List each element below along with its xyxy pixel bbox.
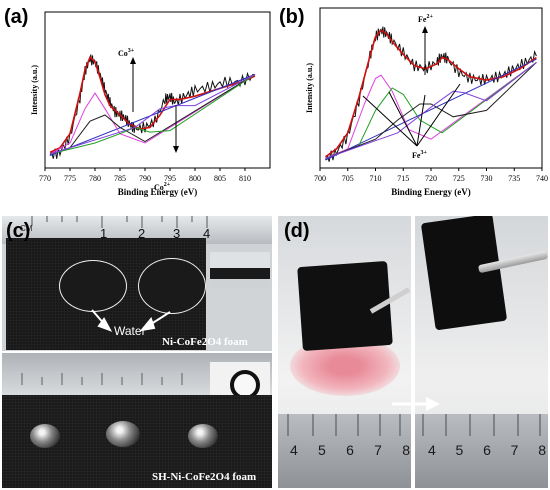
annotation-arrow [416,83,461,147]
xps-chart-co2p: 770 775 780 785 790 795 800 805 810 Binding Energ… [30,11,271,197]
caption-sh-ni-cofe2o4-foam: SH-Ni-CoFe2O4 foam [152,471,257,483]
x-tick-label: 785 [114,174,126,183]
water-drop-circle-left [59,260,127,312]
annotation-arrowhead [173,146,179,153]
plot-frame [44,11,271,169]
annotation-arrow [388,91,418,147]
background-series-line [49,73,256,156]
annotation-co2: Co2+ [154,182,171,192]
ruler-num-d-right: 4 5 6 7 8 [428,442,546,458]
panel-label-c: (c) [6,220,31,242]
raw-series-line [325,26,537,162]
droplet-2 [106,421,140,447]
ruler-d-right [415,414,548,488]
y-axis-label: Intensity (a.u.) [305,63,314,113]
panel-label-b: (b) [279,6,305,28]
annotation-co3: Co3+ [118,48,135,58]
droplet-1 [30,424,60,448]
x-tick-label: 720 [425,174,437,183]
panel-d-photo: 4 5 6 7 8 4 5 6 7 8 (d) [278,216,548,488]
x-tick-label: 710 [370,174,382,183]
x-tick-label: 810 [239,174,251,183]
water-arrows [91,309,171,332]
plot-frame [319,7,543,169]
x-axis-label: Binding Energy (eV) [391,187,471,197]
annotation-fe3: Fe3+ [412,150,427,160]
foam-right-strip [206,288,272,350]
x-tick-label: 730 [481,174,493,183]
x-tick-label: 715 [397,174,409,183]
x-tick-label: 705 [342,174,354,183]
component-series-line [325,61,537,159]
x-tick-label: 725 [453,174,465,183]
ruler-number: 3 [173,226,181,241]
panel-label-d: (d) [284,220,310,242]
water-label: Water [114,324,146,338]
x-tick-label: 805 [214,174,226,183]
inset-side-view-top [210,252,270,288]
ruler-d-left [278,414,411,488]
ruler-number: 1 [100,226,108,241]
ruler-number: 4 [428,442,436,458]
ruler-number: 7 [510,442,519,458]
d-divider [411,216,415,488]
x-tick-label: 740 [536,174,548,183]
foam-sample-lifted [420,216,508,331]
panel-c-photo: CM 1 2 3 4 Water Ni-CoFe2O4 foam SH-Ni-C… [2,216,272,488]
component-series-line [49,73,256,155]
x-axis-label: Binding Energy (eV) [118,187,198,197]
fit-series-line [49,55,256,154]
panel-a: (a) 770 775 780 785 790 795 800 805 810 Binding E… [0,0,275,215]
component-series-line [49,73,256,155]
annotation-arrowhead [130,57,136,64]
droplet-3 [188,424,218,448]
ruler-num-d-left: 4 5 6 7 8 [290,442,410,458]
annotation-arrow [362,95,418,147]
fit-series-line [325,29,537,158]
background-series-line [325,58,537,161]
ruler-number: 5 [318,442,326,458]
x-tick-label: 780 [89,174,101,183]
x-tick-label: 770 [39,174,51,183]
transition-arrow [392,397,440,411]
x-tick-label: 775 [64,174,76,183]
annotation-arrow [416,94,426,147]
caption-ni-cofe2o4-foam: Ni-CoFe2O4 foam [162,336,248,348]
ruler-number: 6 [346,442,354,458]
x-tick-label: 790 [139,174,151,183]
ruler-number: 8 [538,442,546,458]
ruler-number: 2 [138,226,146,241]
component-series-line [325,62,537,159]
xps-chart-fe2p: 700 705 710 715 720 725 730 735 740 Binding Energ… [305,7,548,197]
ruler-number: 5 [455,442,464,458]
annotation-arrowhead [422,26,428,33]
annotation-fe2: Fe2+ [418,14,433,24]
x-tick-label: 735 [508,174,520,183]
ruler-ticks-d [287,414,541,436]
x-tick-label: 795 [164,174,176,183]
panel-label-a: (a) [4,6,29,28]
panel-b: (b) 700 705 710 715 720 725 730 735 740 Binding E… [275,0,550,215]
x-tick-label: 800 [189,174,201,183]
ruler-number: 6 [483,442,491,458]
y-axis-label: Intensity (a.u.) [30,65,39,115]
ruler-number: 4 [290,442,298,458]
x-tick-label: 700 [314,174,326,183]
ruler-number: 8 [402,442,410,458]
water-drop-circle-right [138,258,206,314]
ruler-number: 4 [203,226,211,241]
ruler-number: 7 [374,442,382,458]
ruler-cm-label: CM [20,224,33,233]
divider [2,351,272,353]
ruler-ticks-c-bottom [21,373,183,385]
ruler-ticks-c [31,216,208,228]
component-series-line [325,62,537,159]
